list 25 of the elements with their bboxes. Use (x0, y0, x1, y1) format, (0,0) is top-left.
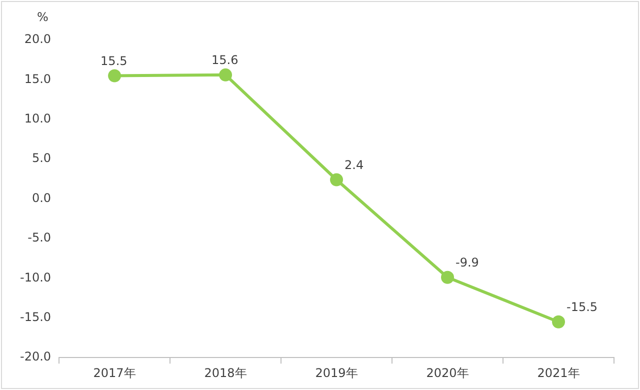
y-tick-label: -20.0 (20, 350, 52, 364)
point (552, 315, 566, 328)
data-label: 15.5 (100, 54, 128, 68)
point (330, 173, 344, 186)
y-axis-title: % (37, 10, 48, 24)
x-tick-label: 2020年 (426, 366, 469, 380)
y-tick-label: -10.0 (20, 270, 52, 284)
y-tick-label: 5.0 (32, 151, 52, 166)
point (219, 68, 232, 82)
y-tick-label: 20.0 (24, 32, 52, 46)
y-tick-label: 15.0 (24, 72, 52, 86)
x-tick-label: 2017年 (93, 366, 136, 380)
y-tick-label: -15.0 (20, 310, 52, 324)
data-label: 2.4 (344, 158, 364, 172)
data-label: -9.9 (456, 256, 479, 270)
x-tick-label: 2021年 (537, 366, 580, 380)
data-label: 15.6 (212, 53, 238, 68)
y-tick-label: 10.0 (24, 112, 52, 126)
y-tick-label: 0.0 (32, 190, 52, 205)
point (108, 69, 122, 82)
x-tick-label: 2019年 (315, 366, 358, 380)
x-tick-label: 2018年 (204, 366, 247, 380)
data-label: -15.5 (566, 300, 598, 314)
point (441, 270, 454, 284)
y-tick-label: -5.0 (28, 230, 52, 245)
